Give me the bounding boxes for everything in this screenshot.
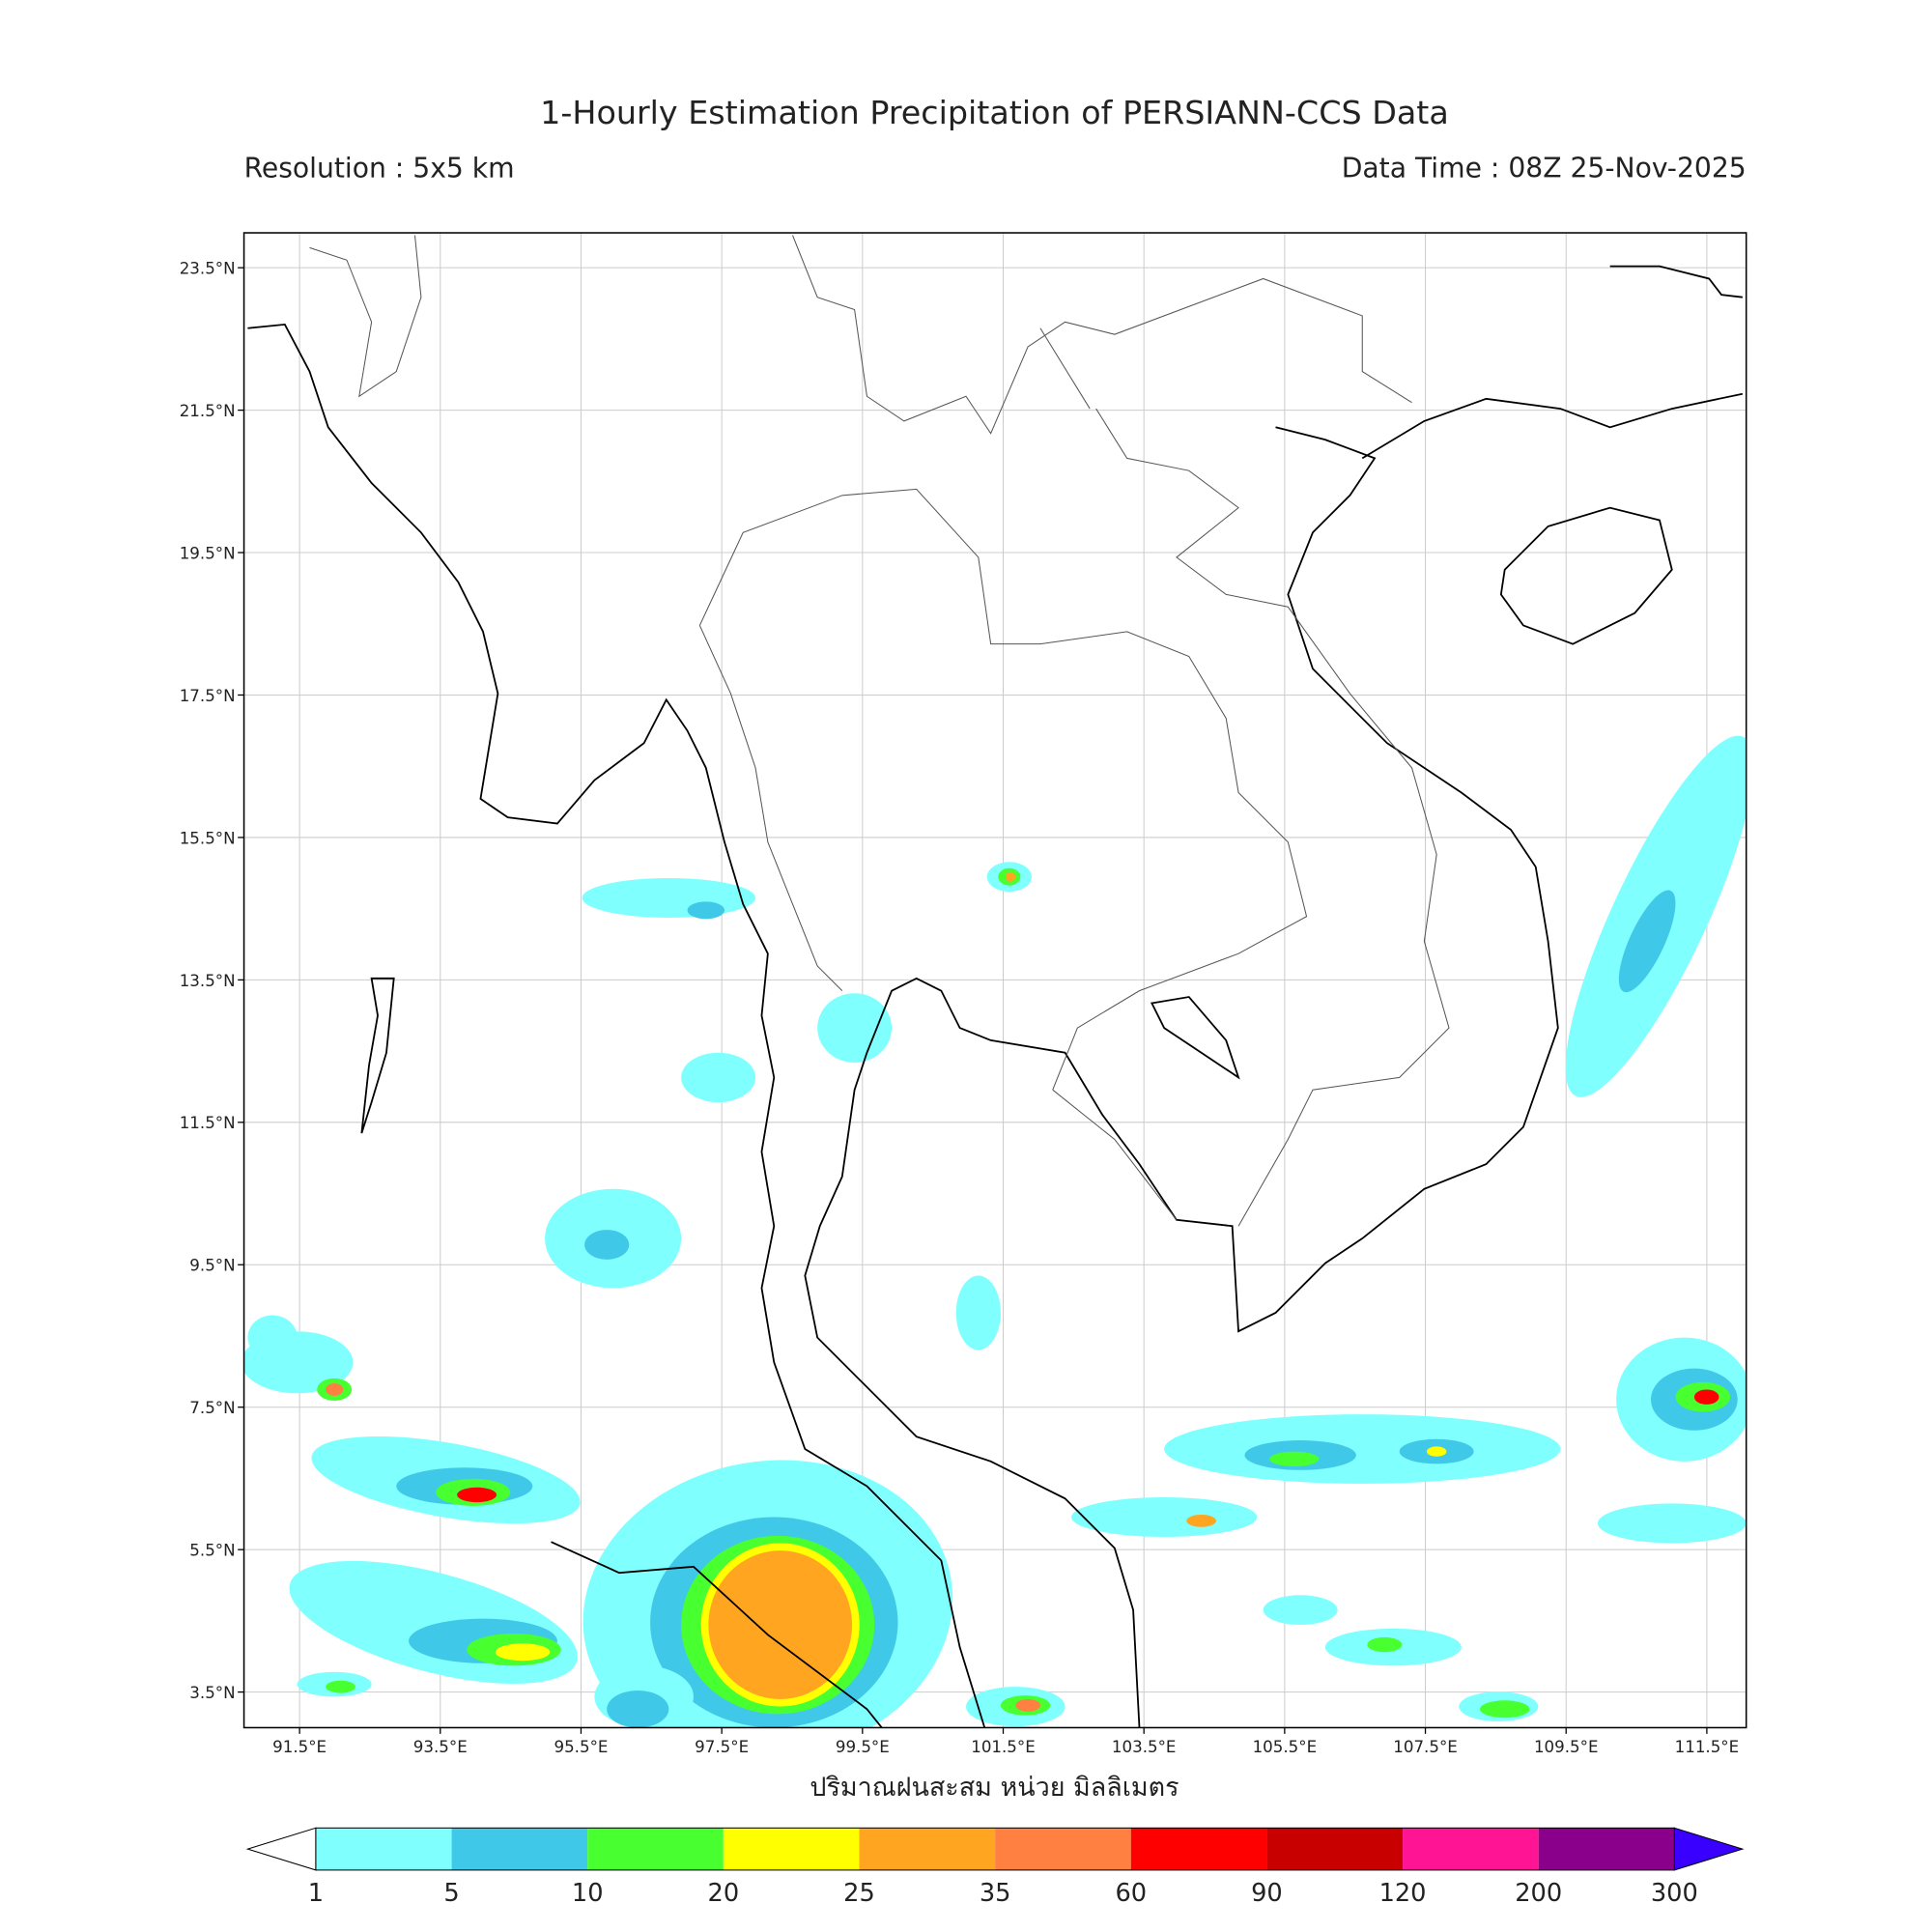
precipitation: [243, 735, 1747, 1728]
colorbar: 1 5 10 20 25 35 60 90 120 200 300: [245, 1827, 1745, 1908]
colorbar-bin: [995, 1828, 1131, 1870]
rain-area: [1618, 890, 1676, 993]
rain-area: [1015, 1698, 1040, 1712]
lat-label: 3.5°N: [189, 1684, 235, 1702]
colorbar-tick-label: 10: [572, 1879, 604, 1908]
colorbar-under: [245, 1827, 317, 1871]
colorbar-tick-label: 20: [708, 1879, 740, 1908]
rain-area: [495, 1643, 551, 1662]
lat-label: 11.5°N: [180, 1114, 236, 1132]
rain-area: [1367, 1636, 1403, 1653]
colorbar-bin: [587, 1828, 724, 1870]
lat-label: 9.5°N: [189, 1257, 235, 1275]
colorbar-bin: [1130, 1828, 1267, 1870]
colorbar-tick-label: 25: [843, 1879, 875, 1908]
rain-area: [584, 1230, 630, 1260]
colorbar-bin: [859, 1828, 996, 1870]
rain-area: [1263, 1595, 1338, 1626]
rain-area: [955, 1275, 1001, 1350]
rain-area: [1426, 1446, 1447, 1457]
rain-area: [1186, 1514, 1216, 1527]
rain-area: [1070, 1497, 1258, 1538]
data-time: Data Time : 08Z 25-Nov-2025: [1342, 152, 1747, 184]
lon-label: 95.5°E: [554, 1738, 608, 1756]
lat-label: 17.5°N: [180, 687, 236, 705]
rain-area: [708, 1550, 853, 1699]
rain-area: [1693, 1389, 1719, 1405]
lon-label: 109.5°E: [1534, 1738, 1599, 1756]
resolution: Resolution : 5x5 km: [244, 152, 515, 184]
colorbar-tick-label: 120: [1379, 1879, 1427, 1908]
colorbar-tick-label: 200: [1515, 1879, 1562, 1908]
colorbar-tick-label: 1: [308, 1879, 324, 1908]
colorbar-bin: [1266, 1828, 1404, 1870]
colorbar-bin: [315, 1828, 452, 1870]
colorbar-tick-label: 35: [980, 1879, 1011, 1908]
coastlines: [247, 235, 1744, 1728]
colorbar-bin: [1403, 1828, 1539, 1870]
rain-area: [457, 1487, 497, 1503]
lon-label: 105.5°E: [1253, 1738, 1318, 1756]
lon-label: 93.5°E: [413, 1738, 468, 1756]
title: 1-Hourly Estimation Precipitation of PER…: [540, 94, 1449, 131]
lon-label: 99.5°E: [836, 1738, 890, 1756]
colorbar-tick-label: 90: [1251, 1879, 1283, 1908]
lon-label: 91.5°E: [272, 1738, 327, 1756]
axis-labels: 23.5°N 21.5°N 19.5°N 17.5°N 15.5°N 13.5°N 11.5…: [180, 260, 1739, 1757]
lon-label: 111.5°E: [1675, 1738, 1740, 1756]
rain-area: [247, 1315, 298, 1360]
rain-area: [1006, 871, 1016, 882]
lon-label: 103.5°E: [1112, 1738, 1177, 1756]
rain-area: [1269, 1451, 1320, 1466]
rain-area: [1480, 1700, 1530, 1719]
colorbar-over: [1673, 1827, 1745, 1871]
colorbar-tick-label: 300: [1651, 1879, 1698, 1908]
lat-label: 15.5°N: [180, 829, 236, 847]
colorbar-outline: [315, 1827, 1675, 1871]
colorbar-bin: [451, 1828, 588, 1870]
rain-area: [1597, 1503, 1747, 1544]
rain-area: [1164, 1414, 1561, 1484]
lat-label: 5.5°N: [189, 1542, 235, 1560]
lat-label: 19.5°N: [180, 544, 236, 562]
lat-label: 7.5°N: [189, 1399, 235, 1417]
rain-area: [687, 901, 724, 920]
colorbar-bin: [1538, 1828, 1675, 1870]
lat-label: 21.5°N: [180, 402, 236, 420]
colorbar-tick-label: 5: [443, 1879, 459, 1908]
rain-area: [326, 1680, 355, 1693]
lat-label: 13.5°N: [180, 972, 236, 990]
colorbar-label: ปริมาณฝนสะสม หน่วย มิลลิเมตร: [810, 1773, 1179, 1803]
rain-area: [817, 993, 893, 1063]
rain-area: [326, 1383, 344, 1396]
lon-label: 97.5°E: [695, 1738, 749, 1756]
lon-label: 101.5°E: [971, 1738, 1036, 1756]
rain-area: [607, 1690, 669, 1728]
rain-area: [582, 877, 756, 918]
colorbar-bin: [723, 1828, 860, 1870]
colorbar-tick-label: 60: [1115, 1879, 1147, 1908]
lon-label: 107.5°E: [1393, 1738, 1458, 1756]
rain-area: [681, 1052, 756, 1103]
lat-label: 23.5°N: [180, 260, 236, 278]
